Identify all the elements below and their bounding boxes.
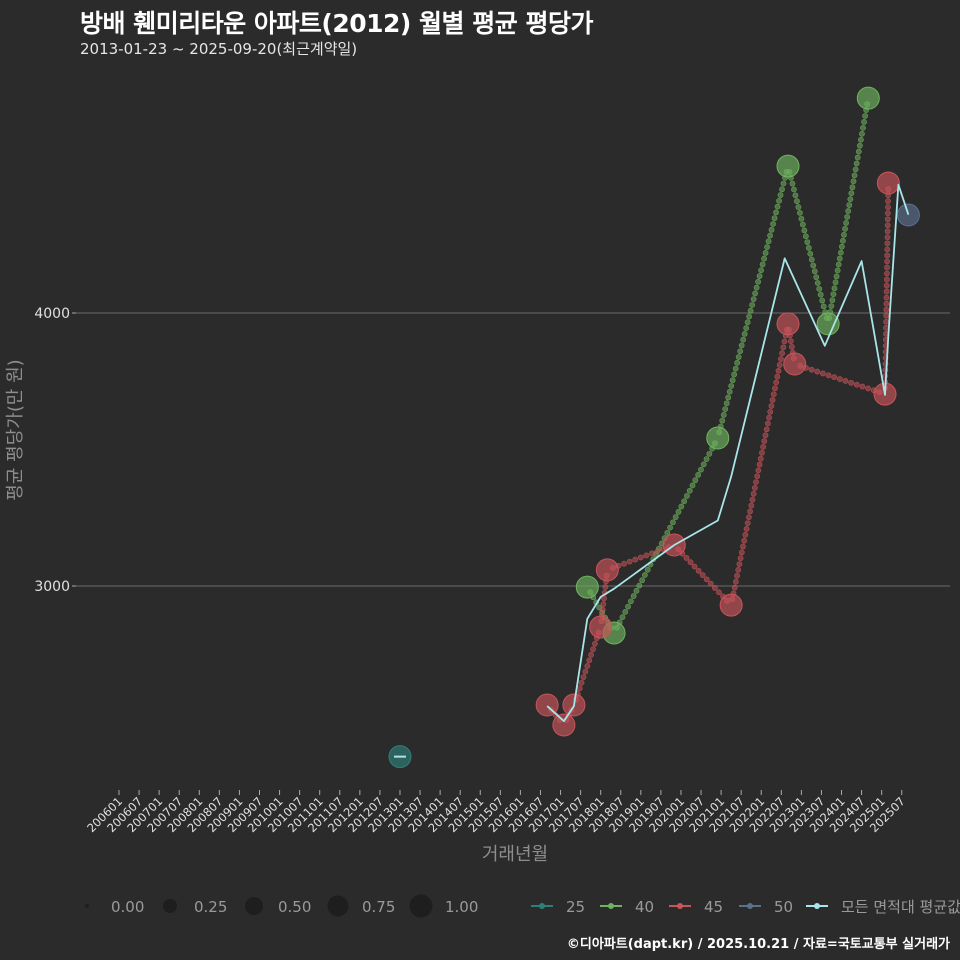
size-legend-label: 0.75 — [362, 898, 395, 916]
data-point-45 — [595, 558, 619, 582]
data-point-45 — [589, 615, 613, 639]
data-point-40 — [776, 154, 800, 178]
size-legend-key — [327, 895, 349, 917]
size-legend-label: 0.50 — [278, 898, 311, 916]
size-legend-label: 0.25 — [194, 898, 227, 916]
chart-subtitle: 2013-01-23 ~ 2025-09-20(최근계약일) — [80, 40, 358, 58]
average-line — [546, 183, 910, 722]
data-point-45 — [552, 713, 576, 737]
legend-label: 모든 면적대 평균값 — [841, 898, 960, 916]
size-legend-key — [245, 897, 263, 915]
x-axis-label: 거래년월 — [482, 844, 548, 865]
y-axis-label: 평균 평당가(만 원) — [5, 359, 26, 500]
size-legend-key — [409, 894, 433, 918]
footer-credit: ©디아파트(dapt.kr) / 2025.10.21 / 자료=국토교통부 실… — [566, 937, 950, 952]
data-point-40 — [816, 312, 840, 336]
chart-title: 방배 휀미리타운 아파트(2012) 월별 평균 평당가 — [80, 9, 593, 38]
data-point-40 — [856, 86, 880, 110]
data-point-45 — [719, 593, 743, 617]
data-point-50 — [896, 203, 920, 227]
data-point-45 — [876, 171, 900, 195]
legend-label: 40 — [635, 898, 654, 916]
data-point-45 — [776, 312, 800, 336]
y-tick-label: 3000 — [34, 579, 70, 595]
legend-label: 50 — [774, 898, 793, 916]
data-point-40 — [575, 575, 599, 599]
size-legend-key — [163, 899, 177, 913]
data-point-40 — [706, 426, 730, 450]
data-point-45 — [783, 352, 807, 376]
y-tick-label: 4000 — [34, 306, 70, 322]
size-legend-label: 1.00 — [445, 898, 478, 916]
legend-label: 25 — [566, 898, 585, 916]
size-legend-label: 0.00 — [111, 898, 144, 916]
size-legend-key — [85, 904, 89, 908]
legend-label: 45 — [704, 898, 723, 916]
